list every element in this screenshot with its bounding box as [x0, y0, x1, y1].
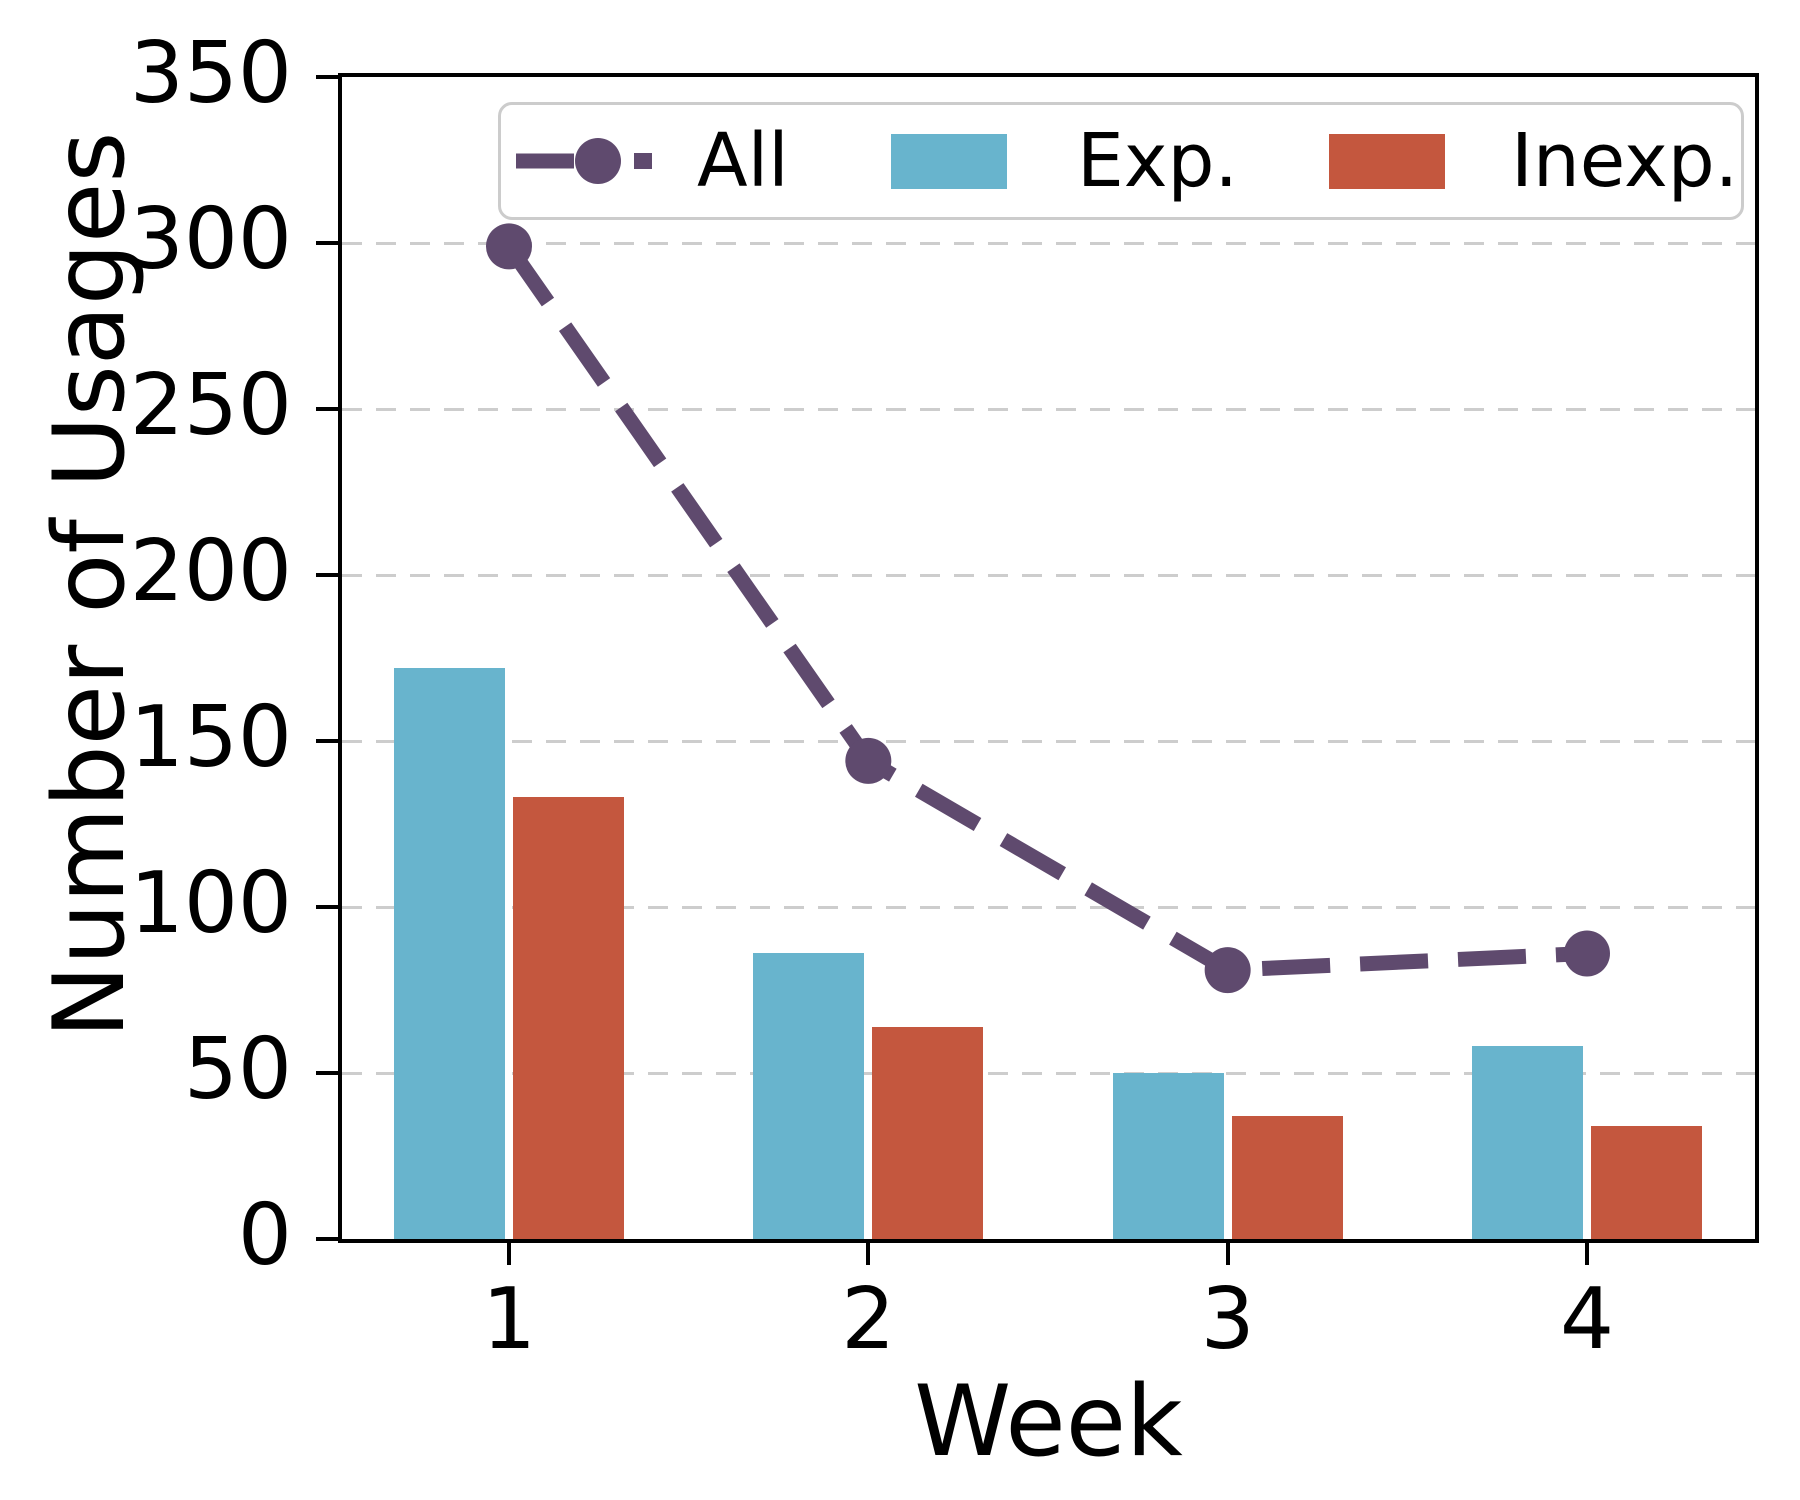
- bar-exp-week-2: [753, 953, 865, 1239]
- bar-exp-week-4: [1471, 1046, 1583, 1239]
- usage-line-layer: [486, 223, 1610, 994]
- exp-color-swatch: [891, 134, 1007, 189]
- y-tick-label: 0: [237, 1186, 292, 1285]
- gridline-300: [342, 241, 1755, 245]
- dashed-line-marker-icon: [516, 138, 652, 184]
- x-tick-mark: [1584, 1243, 1589, 1265]
- y-tick-mark: [316, 573, 338, 577]
- gridline-50: [342, 1071, 1755, 1075]
- bar-inexp-week-2: [872, 1026, 984, 1239]
- data-point-marker-week-3: [1204, 947, 1251, 994]
- legend: All Exp. Inexp.: [498, 102, 1744, 220]
- x-tick-mark: [507, 1243, 511, 1265]
- bar-inexp-week-4: [1590, 1126, 1702, 1239]
- gridline-200: [342, 573, 1755, 577]
- plot-area: All Exp. Inexp.: [338, 73, 1759, 1243]
- inexp-color-swatch: [1329, 134, 1445, 189]
- right-spine: [1755, 73, 1759, 1243]
- bar-exp-week-3: [1112, 1073, 1224, 1239]
- y-tick-mark: [316, 739, 338, 743]
- gridline-150: [342, 739, 1755, 743]
- y-tick-label: 50: [183, 1020, 292, 1119]
- y-tick-mark: [316, 905, 338, 909]
- x-tick-mark: [866, 1243, 871, 1265]
- bar-inexp-week-1: [513, 797, 624, 1239]
- legend-marker-circle: [575, 138, 621, 184]
- legend-label-inexp: Inexp.: [1511, 118, 1739, 204]
- line-all: [502, 242, 1588, 978]
- legend-line-dash-short: [634, 153, 652, 169]
- legend-label-exp: Exp.: [1077, 118, 1239, 204]
- y-tick-mark: [316, 407, 338, 411]
- y-tick-label: 150: [129, 688, 292, 787]
- y-tick-label: 100: [129, 854, 292, 953]
- gridline-250: [342, 407, 1755, 411]
- x-axis-title: Week: [914, 1365, 1183, 1479]
- x-tick-label: 3: [1200, 1270, 1255, 1369]
- y-tick-label: 350: [129, 24, 292, 123]
- y-tick-label: 250: [129, 356, 292, 455]
- left-spine: [338, 73, 342, 1243]
- y-tick-mark: [316, 1237, 338, 1241]
- gridline-100: [342, 905, 1755, 909]
- legend-label-all: All: [697, 118, 789, 204]
- x-axis-spine: [338, 1239, 1759, 1243]
- x-tick-label: 2: [841, 1270, 896, 1369]
- bar-exp-week-1: [394, 667, 505, 1239]
- x-tick-mark: [1225, 1243, 1230, 1265]
- y-tick-label: 300: [129, 190, 292, 289]
- x-tick-label: 4: [1559, 1270, 1615, 1369]
- y-tick-mark: [316, 1071, 338, 1075]
- data-point-marker-week-2: [845, 737, 892, 784]
- bar-inexp-week-3: [1231, 1116, 1343, 1239]
- data-point-marker-week-1: [486, 223, 532, 270]
- data-point-marker-week-4: [1563, 930, 1610, 977]
- y-tick-label: 200: [129, 522, 292, 621]
- top-spine: [338, 73, 1759, 77]
- x-tick-label: 1: [481, 1270, 537, 1369]
- y-tick-mark: [316, 75, 338, 79]
- y-tick-mark: [316, 241, 338, 245]
